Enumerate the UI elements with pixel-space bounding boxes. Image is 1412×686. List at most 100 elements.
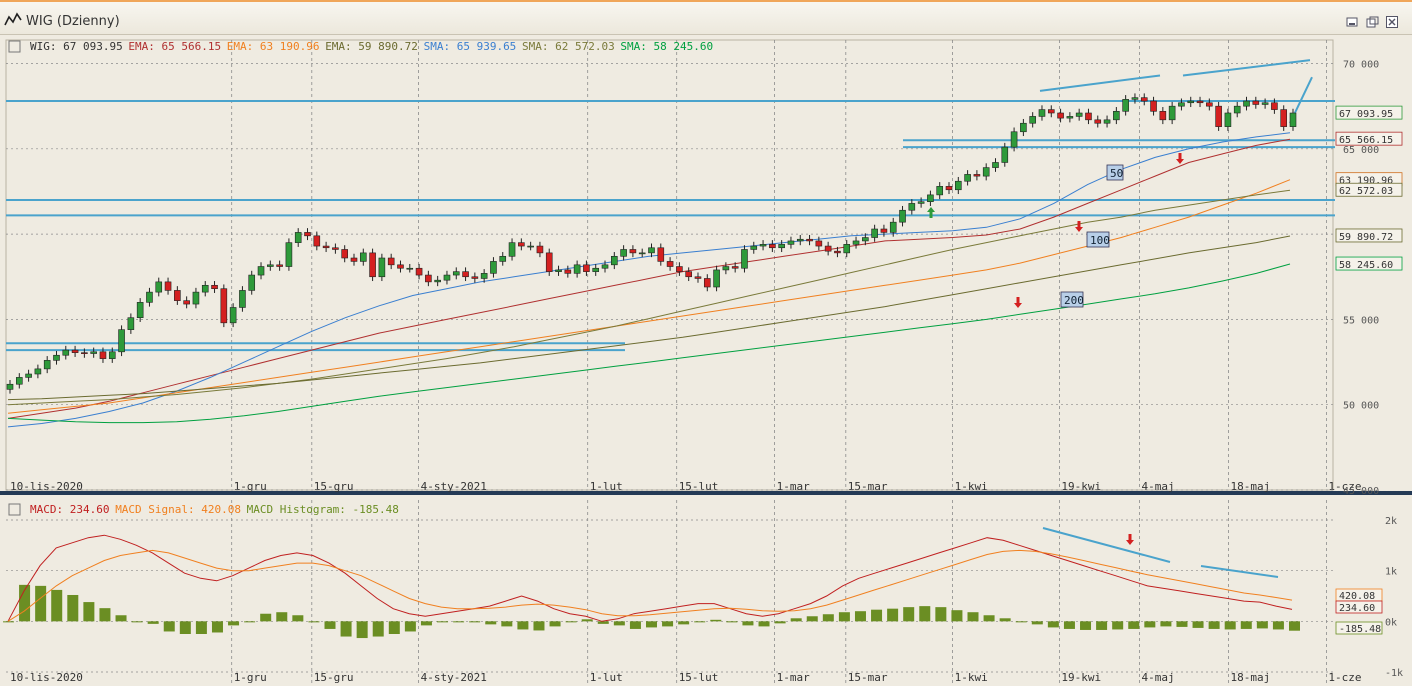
macd-histogram-bar: [903, 607, 915, 622]
candle-body: [1289, 112, 1297, 127]
window-title: WIG (Dzienny): [26, 14, 120, 29]
candle-body: [415, 267, 423, 276]
candle-body: [1196, 100, 1204, 104]
price-label: 59 890.72: [1339, 232, 1393, 243]
macd-value-label: -185.48: [1339, 624, 1381, 635]
candle-body: [369, 252, 376, 278]
macd-histogram-bar: [549, 621, 561, 627]
macd-histogram-bar: [244, 621, 256, 623]
restore-icon[interactable]: [1366, 16, 1379, 28]
candle-body: [964, 174, 971, 182]
ma-tag-box: [1060, 291, 1084, 308]
macd-trend-line: [1042, 527, 1171, 563]
macd-histogram-bar: [565, 621, 577, 623]
candle-body: [81, 352, 88, 354]
candle-body: [1094, 119, 1102, 124]
macd-x-tick-label: 4-sty-2021: [421, 671, 487, 684]
candle-body: [1178, 102, 1185, 107]
ma-tag-tag50: 50: [1110, 167, 1123, 180]
trend-line: [1182, 59, 1311, 77]
candle-body: [62, 349, 70, 356]
candle-body: [796, 238, 804, 242]
y-tick-label: 70 000: [1343, 60, 1379, 71]
macd-x-tick-label: 1-kwi: [955, 671, 988, 684]
macd-histogram-bar: [324, 621, 336, 629]
price-label-box: [1335, 105, 1403, 120]
macd-value-box: [1335, 621, 1383, 635]
minimize-icon[interactable]: [1346, 16, 1359, 28]
header-item: SMA: 58 245.60: [620, 40, 713, 53]
macd-histogram-bar: [1015, 621, 1027, 623]
macd-histogram-bar: [485, 621, 497, 625]
candle-body: [332, 247, 339, 250]
candle-body: [657, 247, 665, 262]
candle-body: [1271, 102, 1278, 110]
candle-body: [6, 383, 14, 390]
header-price: WIG: 67 093.95: [30, 40, 123, 53]
candle-body: [508, 242, 516, 257]
candle-body: [982, 167, 990, 177]
price-label: 67 093.95: [1339, 109, 1393, 120]
chart-area[interactable]: 10-lis-2020 1-gru 15-gru 4-sty-2021 1-lut 15-…: [0, 35, 1412, 686]
candle-body: [545, 252, 553, 272]
candle-body: [843, 244, 851, 254]
macd-line: [7, 534, 1293, 622]
price-label-box: [1335, 228, 1403, 243]
candle-body: [666, 261, 674, 267]
candle-body: [889, 221, 897, 233]
macd-histogram-bar: [1192, 621, 1204, 628]
macd-histogram-bar: [983, 615, 995, 622]
macd-histogram-bar: [99, 608, 111, 622]
macd-histogram-bar: [533, 621, 545, 631]
macd-header-item: MACD: 234.60: [30, 503, 109, 516]
move-macd-icon: [8, 503, 21, 516]
macd-histogram-bar: [372, 621, 384, 637]
macd-y-tick-label: 0k: [1385, 617, 1397, 628]
macd-histogram-bar: [726, 621, 738, 623]
macd-x-tick-label: 10-lis-2020: [10, 671, 83, 684]
macd-histogram-bar: [131, 621, 143, 623]
macd-histogram-bar: [260, 613, 272, 622]
x-tick-label: 10-lis-2020: [10, 480, 83, 493]
macd-value-box: [1335, 600, 1383, 614]
macd-histogram-bar: [1112, 621, 1124, 630]
macd-histogram-bar: [340, 621, 352, 637]
candle-body: [1261, 102, 1269, 105]
candle-body: [741, 249, 748, 269]
y-tick-label: 65 000: [1343, 145, 1379, 156]
macd-histogram-bar: [19, 584, 31, 622]
candle-body: [1206, 102, 1213, 107]
signal-arrow-down: [1176, 153, 1184, 164]
ma-tag-box: [1106, 164, 1124, 181]
macd-histogram-bar: [83, 602, 95, 622]
macd-histogram-bar: [742, 621, 754, 626]
candle-body: [406, 267, 414, 270]
candle-body: [955, 180, 962, 191]
candle-body: [220, 288, 228, 324]
app-chart-icon: [4, 12, 22, 26]
candle-body: [703, 278, 711, 288]
signal-arrow-down: [1075, 221, 1083, 232]
candle-body: [443, 274, 451, 281]
x-tick-label: 4-sty-2021: [421, 480, 487, 493]
candle-body: [992, 162, 999, 168]
candle-body: [899, 209, 906, 223]
candle-body: [731, 266, 739, 269]
x-tick-label: 1-lut: [590, 480, 623, 493]
candle-body: [1233, 105, 1241, 114]
candle-body: [927, 194, 934, 203]
candle-body: [276, 264, 283, 267]
macd-histogram-bar: [308, 621, 320, 623]
close-icon[interactable]: [1386, 16, 1399, 28]
candle-body: [1029, 116, 1036, 124]
candle-body: [676, 266, 683, 272]
x-tick-label: 1-kwi: [955, 480, 988, 493]
ma-tag-tag100: 100: [1090, 234, 1110, 247]
header-item: SMA: 65 939.65: [424, 40, 517, 53]
candle-body: [1122, 99, 1129, 112]
candle-body: [108, 351, 116, 359]
candle-body: [862, 237, 869, 242]
candle-body: [1140, 97, 1148, 102]
price-label: 65 566.15: [1339, 135, 1393, 146]
